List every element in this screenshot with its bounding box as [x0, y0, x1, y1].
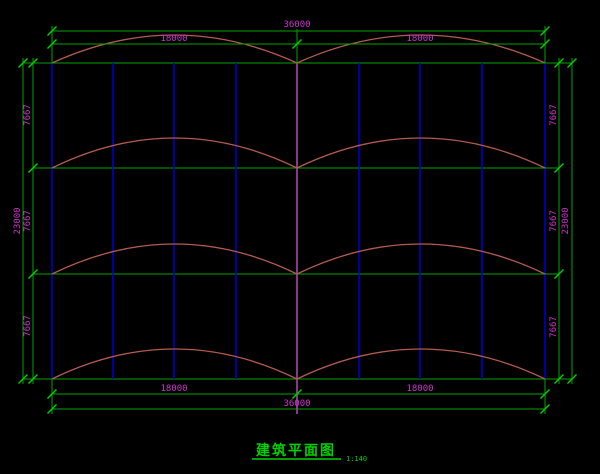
drawing-title: 建筑平面图 — [256, 442, 336, 459]
tick-marks-bottom — [47, 389, 550, 414]
title-block: 建筑平面图 1:140 — [252, 442, 367, 463]
dim-label-left-total: 23000 — [13, 207, 23, 234]
dim-label-right-row2: 7667 — [549, 210, 559, 232]
dim-label-bottom-right: 18000 — [406, 384, 433, 394]
bottom-dimension-lines — [51, 379, 546, 414]
building-outline — [52, 62, 545, 380]
tick-marks-left — [18, 58, 38, 384]
top-dimension-lines — [51, 26, 546, 63]
arc-row3-right — [296, 348, 546, 380]
dim-label-right-row1: 7667 — [549, 104, 559, 126]
dim-label-right-total: 23000 — [561, 207, 571, 234]
dim-label-left-row2: 7667 — [23, 210, 33, 232]
drawing-scale: 1:140 — [346, 455, 367, 463]
dim-label-right-row3: 7667 — [549, 316, 559, 338]
roof-arcs — [51, 34, 546, 380]
arc-row2-right — [296, 243, 546, 275]
dim-label-top-right: 18000 — [406, 34, 433, 44]
tick-marks-right — [554, 58, 577, 384]
dim-label-top-total: 36000 — [283, 20, 310, 30]
dim-label-top-left: 18000 — [160, 34, 187, 44]
arc-top-left — [51, 34, 298, 64]
dimension-labels: 36000 18000 18000 18000 18000 36000 2300… — [13, 20, 571, 409]
dim-label-left-row1: 7667 — [23, 104, 33, 126]
dimension-ticks — [18, 26, 577, 414]
column-grid-lines — [51, 63, 546, 379]
dim-label-bottom-left: 18000 — [160, 384, 187, 394]
arc-row1-left — [51, 137, 298, 169]
arc-row1-right — [296, 137, 546, 169]
dim-label-left-row3: 7667 — [23, 315, 33, 337]
arc-row2-left — [51, 243, 298, 275]
arc-row3-left — [51, 348, 298, 380]
tick-marks-top — [47, 26, 550, 49]
dim-label-bottom-total: 36000 — [283, 399, 310, 409]
arc-top-right — [296, 34, 546, 64]
left-dimension-lines — [22, 58, 52, 384]
